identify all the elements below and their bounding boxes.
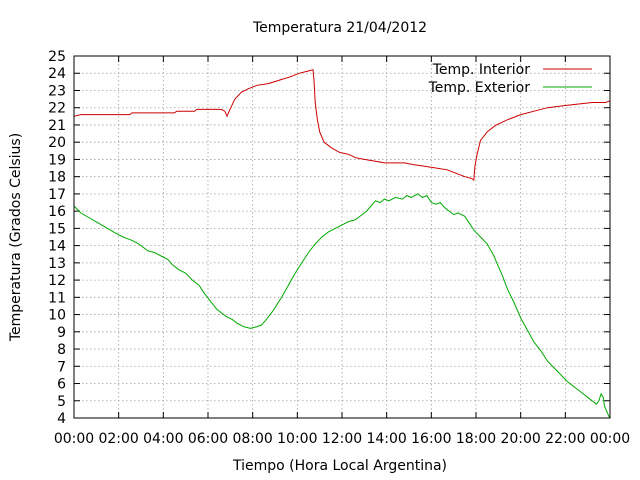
y-tick-label: 10 xyxy=(48,308,66,324)
y-tick-label: 5 xyxy=(57,394,66,410)
y-tick-label: 17 xyxy=(48,187,66,203)
y-tick-label: 11 xyxy=(48,290,66,306)
x-tick-label: 16:00 xyxy=(411,431,451,447)
x-tick-label: 02:00 xyxy=(98,431,138,447)
y-tick-label: 16 xyxy=(48,204,66,220)
series-line-temp-interior xyxy=(73,69,611,182)
legend-label-temp-exterior: Temp. Exterior xyxy=(428,80,531,96)
x-tick-label: 00:00 xyxy=(54,431,94,447)
legend-label-temp-interior: Temp. Interior xyxy=(432,62,531,78)
x-tick-label: 06:00 xyxy=(188,431,228,447)
y-tick-label: 7 xyxy=(57,359,66,375)
y-tick-label: 12 xyxy=(48,273,66,289)
x-tick-label: 08:00 xyxy=(232,431,272,447)
x-tick-label: 20:00 xyxy=(500,431,540,447)
y-tick-label: 21 xyxy=(48,118,66,134)
plot-series xyxy=(73,69,611,419)
grid xyxy=(74,56,610,418)
y-tick-label: 23 xyxy=(48,83,66,99)
x-tick-label: 12:00 xyxy=(322,431,362,447)
y-tick-label: 18 xyxy=(48,170,66,186)
legend: Temp. Interior Temp. Exterior xyxy=(428,62,592,96)
y-axis-label: Temperatura (Grados Celsius) xyxy=(8,133,24,342)
y-tick-label: 14 xyxy=(48,239,66,255)
y-tick-label: 9 xyxy=(57,325,66,341)
x-tick-label: 10:00 xyxy=(277,431,317,447)
chart-title: Temperatura 21/04/2012 xyxy=(252,20,427,36)
x-tick-label: 00:00 xyxy=(590,431,630,447)
x-tick-label: 14:00 xyxy=(366,431,406,447)
y-tick-label: 4 xyxy=(57,411,66,427)
x-axis-label: Tiempo (Hora Local Argentina) xyxy=(232,458,447,474)
x-axis: 00:00 02:00 04:00 06:00 08:00 10:00 12:00 14:00… xyxy=(54,56,630,447)
x-tick-label: 22:00 xyxy=(545,431,585,447)
y-tick-label: 19 xyxy=(48,152,66,168)
y-tick-label: 20 xyxy=(48,135,66,151)
y-tick-label: 24 xyxy=(48,66,66,82)
series-line-temp-exterior xyxy=(73,193,611,419)
x-tick-label: 18:00 xyxy=(456,431,496,447)
plot-frame xyxy=(73,55,611,419)
y-tick-label: 13 xyxy=(48,256,66,272)
y-tick-label: 25 xyxy=(48,49,66,65)
y-tick-label: 6 xyxy=(57,377,66,393)
y-tick-label: 8 xyxy=(57,342,66,358)
y-tick-label: 15 xyxy=(48,221,66,237)
y-tick-label: 22 xyxy=(48,101,66,117)
x-tick-label: 04:00 xyxy=(143,431,183,447)
